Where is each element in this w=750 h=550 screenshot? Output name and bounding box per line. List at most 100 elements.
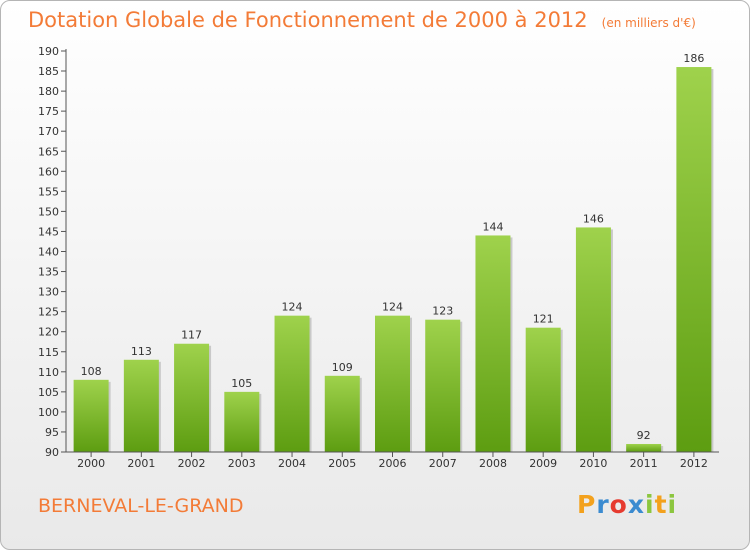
bar-value-label: 117 <box>181 329 202 342</box>
x-tick: 2007 <box>429 452 457 470</box>
y-tick: 150 <box>38 205 66 218</box>
x-tick: 2008 <box>479 452 507 470</box>
y-tick-label: 115 <box>38 346 59 359</box>
x-tick: 2010 <box>579 452 607 470</box>
y-tick-label: 95 <box>45 426 59 439</box>
y-tick-label: 130 <box>38 286 59 299</box>
bar-value-label: 92 <box>637 429 651 442</box>
bar <box>676 67 712 452</box>
y-tick: 140 <box>38 246 66 259</box>
y-tick-label: 105 <box>38 386 59 399</box>
bar-value-label: 186 <box>683 52 704 65</box>
x-tick: 2011 <box>630 452 658 470</box>
bar <box>123 359 159 452</box>
x-tick-label: 2007 <box>429 457 457 470</box>
y-tick: 115 <box>38 346 66 359</box>
bar-value-label: 123 <box>432 305 453 318</box>
x-tick-label: 2004 <box>278 457 306 470</box>
x-tick: 2009 <box>529 452 557 470</box>
commune-name: BERNEVAL-LE-GRAND <box>38 495 244 517</box>
title-main: Dotation Globale de Fonctionnement de 20… <box>28 8 588 32</box>
y-tick-label: 180 <box>38 85 59 98</box>
x-tick-label: 2005 <box>328 457 356 470</box>
y-tick: 135 <box>38 266 66 279</box>
x-tick-label: 2012 <box>680 457 708 470</box>
y-tick: 155 <box>38 185 66 198</box>
bar-value-label: 146 <box>583 212 604 225</box>
y-tick: 190 <box>38 45 66 58</box>
x-tick: 2004 <box>278 452 306 470</box>
title-unit: (en milliers d'€) <box>601 16 696 30</box>
y-tick-label: 140 <box>38 246 59 259</box>
x-tick-label: 2000 <box>77 457 105 470</box>
bar-value-label: 124 <box>282 301 303 314</box>
bars-group: 108 113 117 105 124 109 124 123 144 121 146 92 186 <box>73 52 714 452</box>
bar <box>475 235 511 452</box>
bar <box>575 227 611 452</box>
x-tick-label: 2001 <box>127 457 155 470</box>
x-tick: 2006 <box>379 452 407 470</box>
y-tick-label: 125 <box>38 306 59 319</box>
x-tick: 2001 <box>127 452 155 470</box>
y-tick: 175 <box>38 105 66 118</box>
x-tick: 2012 <box>680 452 708 470</box>
y-tick-label: 120 <box>38 326 59 339</box>
y-tick-label: 160 <box>38 165 59 178</box>
bar-value-label: 144 <box>482 220 503 233</box>
x-tick: 2003 <box>228 452 256 470</box>
y-tick-label: 135 <box>38 266 59 279</box>
y-tick-label: 100 <box>38 406 59 419</box>
y-tick: 130 <box>38 286 66 299</box>
x-tick: 2002 <box>178 452 206 470</box>
y-tick: 90 <box>45 446 66 459</box>
bar <box>324 375 360 452</box>
logo-letter: t <box>654 490 668 519</box>
bar <box>224 391 260 452</box>
x-tick: 2000 <box>77 452 105 470</box>
logo-letter: i <box>667 490 678 519</box>
logo-letter: x <box>627 490 645 519</box>
x-tick-label: 2009 <box>529 457 557 470</box>
y-tick-label: 150 <box>38 205 59 218</box>
axes-group: 90 95 100 105 110 115 120 125 130 135 140 145 150 155… <box>38 45 719 470</box>
y-tick: 170 <box>38 125 66 138</box>
x-tick-label: 2008 <box>479 457 507 470</box>
x-tick-label: 2011 <box>630 457 658 470</box>
y-tick: 120 <box>38 326 66 339</box>
bar <box>375 315 410 452</box>
y-tick: 180 <box>38 85 66 98</box>
y-tick-label: 190 <box>38 45 59 58</box>
logo-letter: P <box>577 490 597 519</box>
bar <box>174 343 210 452</box>
y-tick-label: 170 <box>38 125 59 138</box>
y-tick-label: 155 <box>38 185 59 198</box>
bar <box>425 319 461 452</box>
logo-letter: r <box>596 490 610 519</box>
bar <box>626 443 662 452</box>
y-tick: 110 <box>38 366 66 379</box>
x-tick-label: 2006 <box>379 457 407 470</box>
y-tick-label: 90 <box>45 446 59 459</box>
y-tick: 185 <box>38 65 66 78</box>
y-tick-label: 145 <box>38 225 59 238</box>
bar <box>274 315 310 452</box>
x-tick-label: 2002 <box>178 457 206 470</box>
chart-title: Dotation Globale de Fonctionnement de 20… <box>28 8 696 32</box>
bar <box>73 379 109 452</box>
x-tick-label: 2003 <box>228 457 256 470</box>
bar <box>525 327 561 452</box>
bar-value-label: 109 <box>332 361 353 374</box>
y-tick: 100 <box>38 406 66 419</box>
bar-value-label: 121 <box>533 313 554 326</box>
y-tick: 160 <box>38 165 66 178</box>
bar-value-label: 124 <box>382 301 403 314</box>
logo-letter: i <box>645 490 655 519</box>
bar-value-label: 113 <box>131 345 152 358</box>
y-tick: 125 <box>38 306 66 319</box>
x-tick: 2005 <box>328 452 356 470</box>
y-tick-label: 175 <box>38 105 59 118</box>
y-tick-label: 165 <box>38 145 59 158</box>
x-tick-label: 2010 <box>579 457 607 470</box>
